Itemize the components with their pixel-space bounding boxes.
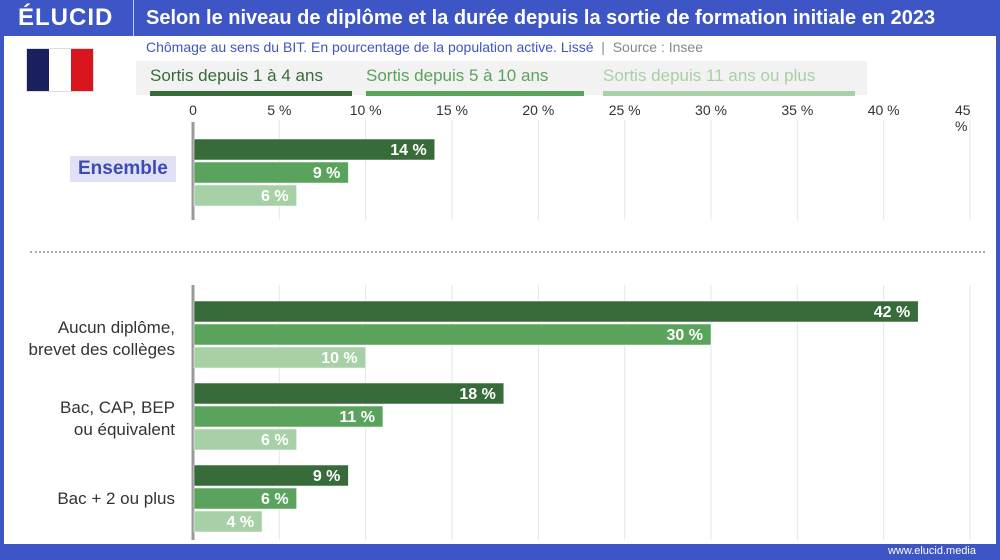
bar-value-label: 42 % [874,304,910,321]
x-tick-label: 20 % [522,102,555,118]
legend-item-1: Sortis depuis 1 à 4 ans [150,66,352,96]
bar [193,382,505,405]
legend-item-3: Sortis depuis 11 ans ou plus [603,66,855,96]
bar [193,405,384,428]
bar [193,346,366,369]
subtitle: Chômage au sens du BIT. En pourcentage d… [146,39,703,55]
bar-value-label: 4 % [226,514,254,531]
x-tick-label: 35 % [781,102,814,118]
bar [193,161,349,184]
x-tick-label: 10 % [349,102,382,118]
bar-value-label: 14 % [390,142,426,159]
bar [193,138,435,161]
category-label-bac: Bac, CAP, BEP ou équivalent [60,398,175,439]
bar-value-label: 9 % [313,165,341,182]
x-tick-label: 30 % [695,102,727,118]
section-divider [30,251,985,253]
header-divider [133,0,134,36]
bar-value-label: 18 % [459,386,495,403]
bar [193,184,297,207]
chart-panel [4,36,996,544]
source-text: Source : Insee [612,39,703,55]
footer-url: www.elucid.media [887,545,976,557]
x-tick-label: 25 % [608,102,641,118]
bar-value-label: 6 % [261,188,289,205]
subtitle-text: Chômage au sens du BIT. En pourcentage d… [146,39,594,55]
category-label-ensemble: Ensemble [70,156,176,182]
bar [193,510,263,533]
bar-value-label: 10 % [321,350,357,367]
bar-value-label: 9 % [313,468,341,485]
bar-value-label: 6 % [261,491,289,508]
bar [193,487,297,510]
x-tick-label: 15 % [436,102,468,118]
bar [193,428,297,451]
header: ÉLUCID Selon le niveau de diplôme et la … [0,0,1000,36]
legend: Sortis depuis 1 à 4 ans Sortis depuis 5 … [136,61,867,96]
x-tick-label: 45 % [955,102,971,134]
logo: ÉLUCID [18,4,114,31]
category-label-bac2: Bac + 2 ou plus [57,489,175,508]
bar [193,300,919,323]
bar [193,464,349,487]
x-tick-label: 5 % [267,102,292,118]
bar-value-label: 11 % [339,409,375,426]
x-tick-label: 40 % [867,102,900,118]
bar [193,323,712,346]
chart-title: Selon le niveau de diplôme et la durée d… [146,7,936,29]
legend-item-2: Sortis depuis 5 à 10 ans [366,66,584,96]
france-flag-icon [26,48,94,92]
x-tick-label: 0 [189,102,197,118]
bar-value-label: 30 % [667,327,703,344]
bar-value-label: 6 % [261,432,289,449]
category-label-aucun: Aucun diplôme, brevet des collèges [28,318,175,359]
